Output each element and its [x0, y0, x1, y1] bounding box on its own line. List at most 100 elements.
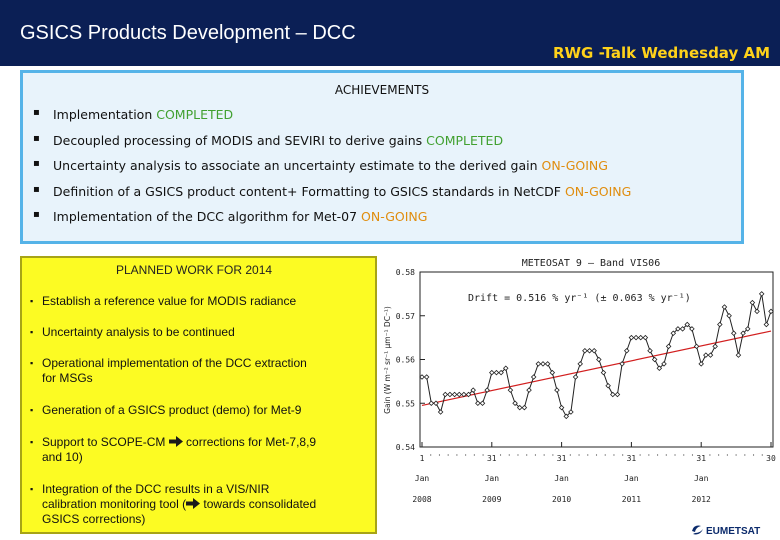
- achievement-text: Implementation of the DCC algorithm for …: [53, 209, 362, 224]
- list-item: ▪ Establish a reference value for MODIS …: [30, 294, 370, 309]
- data-point: [428, 400, 435, 407]
- data-point: [582, 347, 588, 354]
- data-point: [707, 352, 714, 358]
- planned-text: Integration of the DCC results in a VIS/…: [42, 482, 270, 496]
- data-point: [596, 356, 602, 363]
- planned-text-part: corrections for Met-7,8,9: [182, 435, 317, 449]
- data-point: [665, 343, 672, 350]
- x-minor-dot: [595, 454, 598, 456]
- data-point: [726, 312, 732, 319]
- data-point: [484, 387, 490, 393]
- planned-text: Uncertainty analysis to be continued: [42, 325, 235, 339]
- x-minor-dot: [552, 454, 554, 456]
- data-point: [605, 382, 611, 389]
- planned-text: Establish a reference value for MODIS ra…: [42, 294, 297, 308]
- logo-text: EUMETSAT: [706, 526, 760, 537]
- data-point: [447, 391, 453, 398]
- data-point: [591, 347, 597, 354]
- data-point: [572, 374, 579, 380]
- achievements-heading: ACHIEVEMENTS: [334, 83, 430, 97]
- data-point: [461, 391, 467, 398]
- data-point: [526, 387, 532, 393]
- data-point: [675, 326, 681, 332]
- data-point: [563, 413, 570, 420]
- data-point: [544, 361, 551, 367]
- x-minor-dot: [508, 454, 510, 456]
- data-point: [558, 404, 565, 411]
- x-tick-label: 31: [696, 454, 706, 463]
- data-point: [768, 308, 774, 315]
- data-point: [456, 391, 462, 398]
- x-tick-label: 1: [420, 454, 425, 463]
- data-point: [549, 369, 556, 376]
- list-item: ▪ Generation of a GSICS product (demo) f…: [30, 403, 370, 418]
- status-badge: ON-GOING: [541, 158, 608, 173]
- data-point: [540, 361, 546, 367]
- x-minor-dot: [648, 454, 650, 456]
- bullet-icon: ▪: [30, 437, 34, 447]
- x-minor-dot: [674, 454, 676, 456]
- data-point: [507, 387, 514, 393]
- data-point: [693, 343, 700, 350]
- x-minor-dot: [569, 454, 571, 456]
- data-point: [744, 326, 751, 332]
- data-point: [717, 321, 723, 328]
- x-tick-year: 2008: [412, 495, 431, 504]
- x-tick-label: 31: [627, 454, 637, 463]
- list-item: ▪ Uncertainty analysis to associate an un…: [31, 158, 631, 184]
- x-tick-label: 30: [766, 454, 776, 463]
- data-point: [423, 374, 430, 380]
- data-point: [600, 369, 607, 376]
- data-point: [721, 304, 728, 310]
- y-tick-label: 0.57: [396, 312, 415, 321]
- data-point: [684, 321, 691, 328]
- data-point: [758, 291, 765, 297]
- x-minor-dot: [473, 454, 475, 456]
- data-point: [568, 409, 574, 415]
- data-point: [619, 361, 625, 367]
- data-point: [516, 404, 523, 411]
- data-point: [623, 347, 630, 354]
- x-minor-dot: [578, 454, 580, 456]
- list-item: ▪ Operational implementation of the DCC …: [30, 356, 370, 386]
- x-minor-dot: [499, 454, 502, 456]
- x-minor-dot: [752, 454, 755, 456]
- achievement-text: Decoupled processing of MODIS and SEVIRI…: [53, 132, 427, 148]
- achievement-text: Uncertainty analysis to associate an unc…: [53, 158, 542, 173]
- planned-work-panel: PLANNED WORK FOR 2014 ▪ Establish a refe…: [20, 256, 377, 534]
- planned-text-part: towards consolidated: [200, 497, 317, 511]
- x-minor-dot: [517, 454, 519, 456]
- x-tick-label: 31: [557, 454, 567, 463]
- data-point: [763, 321, 770, 328]
- y-axis-label: Gain (W m⁻² sr⁻¹ μm⁻¹ DC⁻¹): [383, 306, 392, 414]
- bullet-icon: ▪: [30, 327, 34, 337]
- data-point: [703, 352, 709, 358]
- eumetsat-logo: EUMETSAT: [692, 525, 760, 537]
- list-item: ▪ Implementation COMPLETED: [31, 107, 631, 133]
- bullet-icon: ▪: [33, 107, 40, 118]
- data-point: [437, 409, 444, 415]
- data-point: [610, 391, 616, 398]
- x-minor-dot: [709, 454, 711, 456]
- bullet-icon: ▪: [33, 209, 40, 220]
- data-point: [661, 361, 667, 367]
- right-arrow-icon: [168, 436, 183, 447]
- x-minor-dot: [761, 454, 763, 456]
- planned-text: Operational implementation of the DCC ex…: [42, 356, 307, 370]
- list-item: ▪ Integration of the DCC results in a VI…: [30, 482, 370, 527]
- status-badge: COMPLETED: [426, 132, 504, 148]
- data-point: [749, 299, 756, 306]
- bullet-icon: ▪: [30, 484, 34, 494]
- chart-title: METEOSAT 9 – Band VIS06: [522, 258, 660, 269]
- x-minor-dot: [656, 454, 659, 456]
- x-minor-dot: [543, 454, 545, 456]
- planned-text-part: Support to SCOPE-CM: [42, 435, 169, 449]
- x-minor-dot: [622, 454, 624, 456]
- data-point: [535, 361, 542, 367]
- page-title: GSICS Products Development – DCC: [20, 22, 356, 44]
- list-item: ▪ Support to SCOPE-CM corrections for Me…: [30, 435, 370, 465]
- x-minor-dot: [683, 454, 685, 456]
- data-point: [642, 334, 649, 341]
- planned-text: Generation of a GSICS product (demo) for…: [42, 403, 302, 417]
- gain-trend-chart: METEOSAT 9 – Band VIS06 Drift = 0.516 % …: [383, 258, 776, 504]
